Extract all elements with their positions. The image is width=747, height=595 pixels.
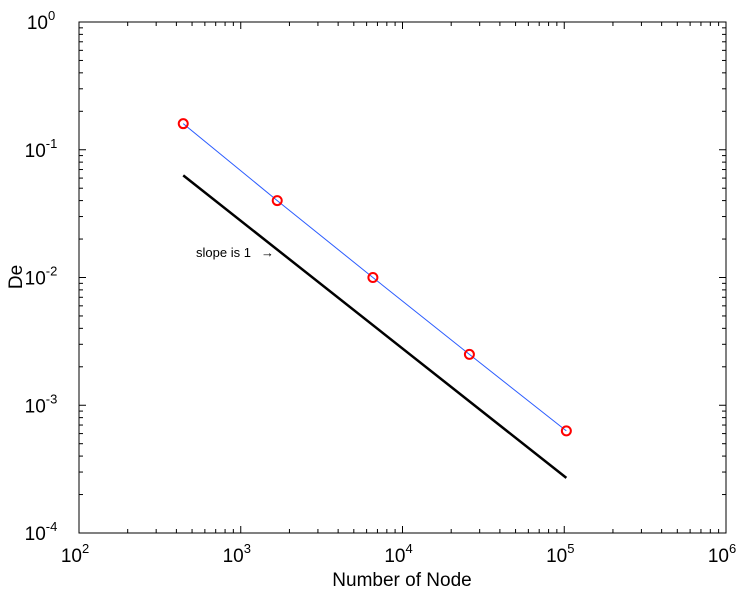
annotation-text: slope is 1 [196, 245, 251, 260]
plot-background [79, 22, 726, 533]
x-tick-label: 102 [61, 541, 89, 567]
annotation-layer: slope is 1 → [196, 245, 274, 260]
x-tick-label-base: 10 [708, 546, 729, 567]
series-layer [177, 118, 572, 479]
x-tick-label-base: 10 [61, 546, 82, 567]
x-tick-label-base: 10 [223, 546, 244, 567]
y-tick-label-exponent: -2 [46, 264, 58, 279]
x-tick-label-exponent: 6 [729, 541, 736, 556]
y-tick-label-base: 10 [25, 141, 46, 162]
x-tick-label: 103 [223, 541, 251, 567]
x-tick-label-exponent: 2 [82, 541, 89, 556]
x-tick-label-base: 10 [384, 546, 405, 567]
x-tick-label-exponent: 5 [567, 541, 574, 556]
data-point-marker [463, 348, 475, 360]
x-tick-label-base: 10 [546, 546, 567, 567]
y-tick-label: 10-1 [25, 136, 58, 162]
y-tick-label-base: 10 [25, 269, 46, 290]
y-tick-label: 10-3 [25, 391, 58, 417]
y-axis-label: De [6, 265, 27, 289]
x-tick-label: 106 [708, 541, 736, 567]
x-tick-label: 105 [546, 541, 574, 567]
y-tick-label-exponent: -4 [46, 519, 58, 534]
y-tick-label-base: 10 [25, 396, 46, 417]
x-tick-label-exponent: 4 [405, 541, 412, 556]
x-tick-label-exponent: 3 [244, 541, 251, 556]
data-point-marker [560, 425, 572, 437]
data-point-marker [271, 195, 283, 207]
y-tick-label-base: 10 [25, 524, 46, 545]
series-line [182, 123, 567, 432]
y-tick-label: 10-4 [25, 519, 58, 545]
x-tick-label: 104 [384, 541, 412, 567]
y-tick-label: 100 [27, 8, 55, 34]
reference-line [182, 174, 568, 479]
y-tick-label-exponent: 0 [48, 8, 55, 23]
y-tick-label-base: 10 [27, 13, 48, 34]
y-tick-label-exponent: -3 [46, 391, 58, 406]
y-tick-label: 10-2 [25, 264, 58, 290]
y-tick-label-exponent: -1 [46, 136, 58, 151]
data-point-marker [367, 272, 379, 283]
data-point-marker [177, 118, 189, 130]
plot-frame [78, 21, 727, 534]
x-axis-label: Number of Node [332, 570, 471, 591]
annotation-arrow: → [261, 245, 274, 260]
